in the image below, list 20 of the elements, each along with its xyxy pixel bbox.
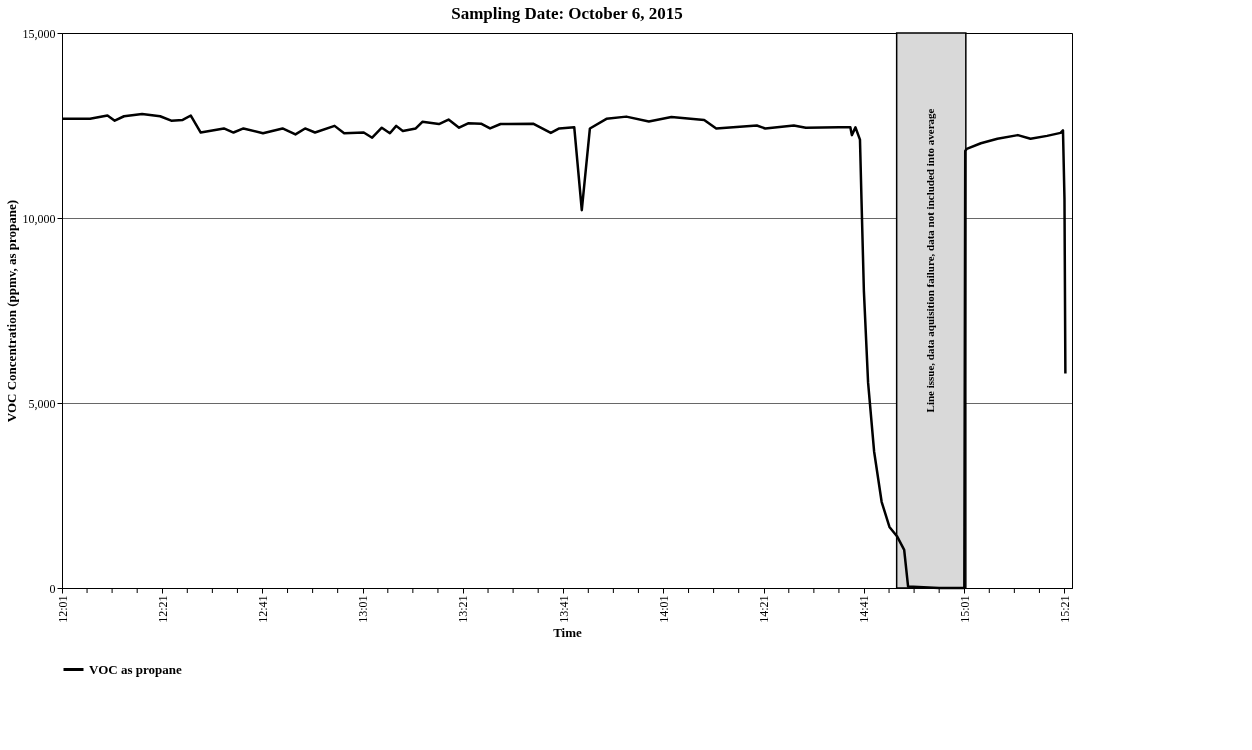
x-tick-label: 14:21 (757, 595, 772, 623)
x-axis-title: Time (553, 624, 583, 640)
x-tick-label: 15:21 (1057, 595, 1072, 623)
y-tick-label: 5,000 (28, 396, 56, 411)
x-tick-label: 15:01 (957, 595, 972, 623)
x-tick-label: 12:01 (55, 595, 70, 623)
x-tick-label: 13:21 (456, 595, 471, 623)
x-tick-label: 12:21 (155, 595, 170, 623)
y-tick-label: 15,000 (22, 26, 56, 41)
legend-label: VOC as propane (89, 661, 182, 677)
y-tick-label: 0 (49, 581, 56, 596)
y-axis-title: VOC Concentration (ppmv, as propane) (3, 199, 19, 423)
x-tick-label: 14:41 (857, 595, 872, 623)
x-tick-label: 13:01 (356, 595, 371, 623)
chart-title: Sampling Date: October 6, 2015 (451, 4, 683, 23)
band-label: Line issue, data aquisition failure, data not included into average (924, 108, 937, 413)
x-tick-label: 13:41 (556, 595, 571, 623)
x-tick-label: 14:01 (656, 595, 671, 623)
y-tick-label: 10,000 (22, 211, 56, 226)
x-tick-label: 12:41 (255, 595, 270, 623)
